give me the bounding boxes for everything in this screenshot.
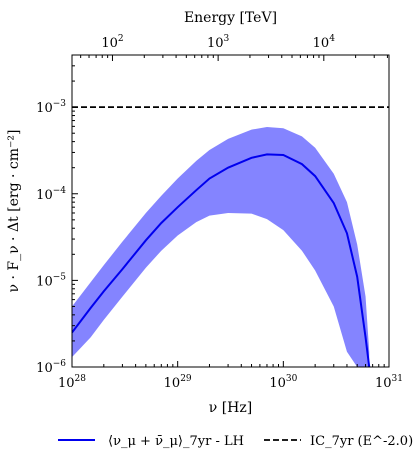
x-tick-label: 1028 (58, 374, 86, 391)
x-tick-label: 1030 (269, 374, 297, 391)
tick-layer: 1028 1029 1030 1031 10−6 10−5 10−4 10−3 102 103 10… (36, 34, 403, 391)
uncertainty-band-layer (72, 127, 370, 367)
uncertainty-band (72, 127, 370, 367)
legend: ⟨ν_μ + ν̄_μ⟩_7yr - LH IC_7yr (E^-2.0) (58, 434, 413, 449)
legend-label-likelihood: ⟨ν_μ + ν̄_μ⟩_7yr - LH (108, 434, 244, 449)
y-tick-label: 10−3 (36, 99, 66, 116)
y-tick-label: 10−5 (36, 272, 66, 289)
top-tick-label: 102 (101, 34, 123, 51)
top-tick-label: 103 (207, 34, 230, 51)
top-x-axis-title: Energy [TeV] (184, 10, 277, 26)
y-axis-title: ν · F_ν · Δt [erg · cm⁻²] (6, 130, 22, 293)
y-tick-label: 10−4 (36, 186, 66, 203)
plot-frame (71, 54, 390, 368)
legend-label-ic-limit: IC_7yr (E^-2.0) (310, 434, 413, 449)
x-tick-label: 1029 (164, 374, 192, 391)
y-tick-label: 10−6 (36, 359, 66, 376)
top-tick-label: 104 (313, 34, 336, 51)
x-axis-title: ν [Hz] (209, 400, 252, 416)
x-tick-label: 1031 (375, 374, 403, 391)
series-line-layer (72, 106, 389, 367)
series-line-likelihood (72, 153, 371, 367)
